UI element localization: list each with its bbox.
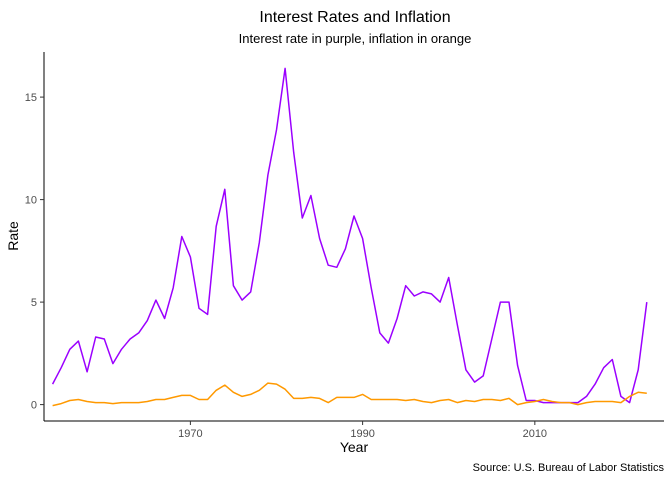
chart-subtitle: Interest rate in purple, inflation in or… (239, 31, 472, 46)
y-tick-label: 0 (31, 400, 37, 412)
x-ticks: 1970 1990 2010 (178, 421, 547, 440)
y-tick-label: 10 (25, 195, 37, 207)
y-tick-label: 5 (31, 297, 37, 309)
x-tick-label: 2010 (523, 428, 547, 440)
y-ticks: 0 5 10 15 (25, 92, 44, 412)
series-line-2 (52, 382, 647, 407)
x-tick-label: 1970 (178, 428, 202, 440)
x-tick-label: 1990 (350, 428, 374, 440)
chart-caption: Source: U.S. Bureau of Labor Statistics (473, 462, 665, 474)
y-axis-label: Rate (5, 221, 21, 251)
series-line-1 (51, 67, 648, 404)
plot-area (51, 67, 648, 407)
x-axis-label: Year (340, 439, 369, 455)
chart-title: Interest Rates and Inflation (259, 9, 450, 26)
y-tick-label: 15 (25, 92, 37, 104)
